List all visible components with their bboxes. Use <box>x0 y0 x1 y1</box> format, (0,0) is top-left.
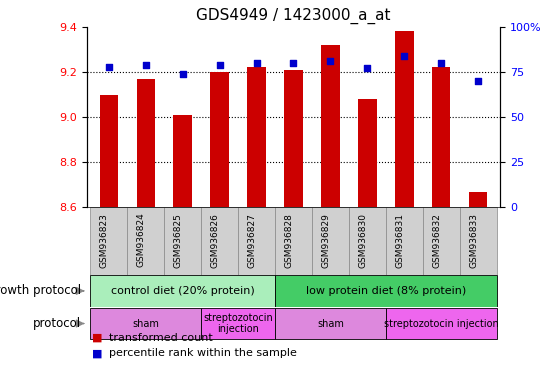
Bar <box>321 45 340 207</box>
Bar <box>386 207 423 275</box>
Text: GSM936831: GSM936831 <box>395 213 404 268</box>
Bar <box>358 99 377 207</box>
Point <box>178 71 187 77</box>
Text: control diet (20% protein): control diet (20% protein) <box>111 286 254 296</box>
Bar <box>349 207 386 275</box>
Text: GSM936826: GSM936826 <box>211 213 220 268</box>
Text: percentile rank within the sample: percentile rank within the sample <box>109 348 297 358</box>
Bar <box>91 308 201 339</box>
Text: transformed count: transformed count <box>109 333 213 343</box>
Text: GSM936827: GSM936827 <box>248 213 257 268</box>
Bar <box>459 207 496 275</box>
Text: GSM936832: GSM936832 <box>432 213 441 268</box>
Text: GSM936830: GSM936830 <box>358 213 367 268</box>
Text: low protein diet (8% protein): low protein diet (8% protein) <box>306 286 466 296</box>
Text: GSM936833: GSM936833 <box>469 213 478 268</box>
Bar <box>127 207 164 275</box>
Text: GSM936828: GSM936828 <box>285 213 293 268</box>
Text: streptozotocin
injection: streptozotocin injection <box>203 313 273 334</box>
Text: GSM936823: GSM936823 <box>100 213 109 268</box>
Bar <box>312 207 349 275</box>
Bar <box>423 207 459 275</box>
Bar <box>164 207 201 275</box>
Bar <box>136 79 155 207</box>
Point <box>363 65 372 71</box>
Bar <box>284 70 303 207</box>
Text: ■: ■ <box>92 333 103 343</box>
Bar <box>173 115 192 207</box>
Bar <box>275 207 312 275</box>
Text: sham: sham <box>132 318 159 329</box>
Bar <box>469 192 487 207</box>
Point <box>289 60 298 66</box>
Text: streptozotocin injection: streptozotocin injection <box>384 318 499 329</box>
Point <box>326 58 335 64</box>
Bar <box>100 94 118 207</box>
Bar <box>432 68 451 207</box>
Text: protocol: protocol <box>33 317 81 330</box>
Text: ■: ■ <box>92 348 103 358</box>
Point <box>215 62 224 68</box>
Bar <box>395 31 414 207</box>
Text: GSM936825: GSM936825 <box>174 213 183 268</box>
Bar <box>386 308 496 339</box>
Bar <box>91 275 275 306</box>
Point <box>105 63 113 70</box>
Bar <box>238 207 275 275</box>
Bar <box>201 308 275 339</box>
Point <box>141 62 150 68</box>
Bar <box>91 207 127 275</box>
Bar <box>275 308 386 339</box>
Bar <box>275 275 496 306</box>
Point <box>400 53 409 59</box>
Point <box>252 60 261 66</box>
Point <box>473 78 482 84</box>
Title: GDS4949 / 1423000_a_at: GDS4949 / 1423000_a_at <box>196 8 391 24</box>
Bar <box>210 72 229 207</box>
Text: GSM936829: GSM936829 <box>321 213 330 268</box>
Point <box>437 60 446 66</box>
Text: GSM936824: GSM936824 <box>137 213 146 268</box>
Text: sham: sham <box>317 318 344 329</box>
Text: growth protocol: growth protocol <box>0 285 81 297</box>
Bar <box>201 207 238 275</box>
Bar <box>247 68 266 207</box>
